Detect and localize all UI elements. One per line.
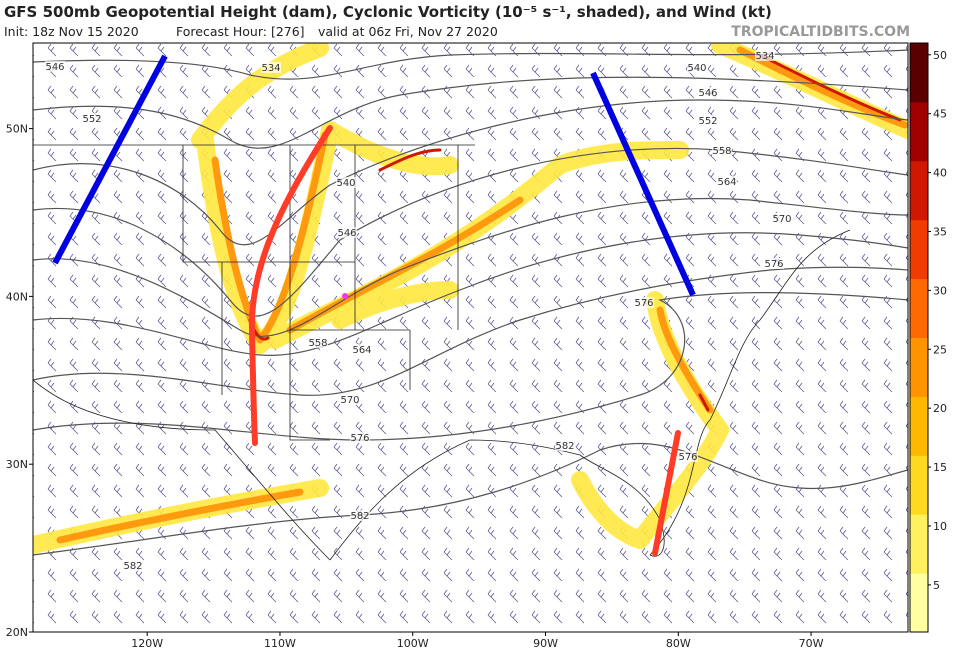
colorbar-label: 45: [933, 108, 947, 121]
contour-label-bg: [634, 297, 654, 308]
contour-label-bg: [308, 337, 328, 348]
colorbar-segment: [910, 43, 928, 103]
contour-label: 576: [634, 298, 653, 309]
title: GFS 500mb Geopotential Height (dam), Cyc…: [4, 3, 772, 21]
contour-label: 558: [308, 338, 327, 349]
lat-label: 40N: [6, 290, 28, 303]
contour-label: 540: [336, 178, 355, 189]
contour-label-bg: [555, 440, 575, 451]
lon-label: 110W: [264, 637, 296, 650]
colorbar-segment: [910, 337, 928, 397]
contour-label-bg: [337, 227, 357, 238]
contour-label-bg: [336, 177, 356, 188]
trough-axis: [52, 54, 168, 265]
contour-label: 582: [555, 441, 574, 452]
contour-label-bg: [755, 50, 775, 61]
contour-labels: 546 552 534 540 546 558 564 570 576 582 576 582 582 5…: [45, 50, 792, 572]
contour-label: 552: [698, 116, 717, 127]
contour-label-bg: [340, 394, 360, 405]
colorbar-segment: [910, 455, 928, 515]
colorbar-segment: [910, 514, 928, 574]
contour-label: 570: [340, 395, 359, 406]
contour-label-bg: [772, 213, 792, 224]
contour-label: 546: [45, 62, 64, 73]
map: 546 552 534 540 546 558 564 570 576 582 576 582 582 5…: [33, 43, 908, 632]
axes: 120W 110W 100W 90W 80W 70W 20N 30N 40N 50N: [6, 123, 824, 650]
colorbar-segment: [910, 573, 928, 633]
contour-label-bg: [350, 432, 370, 443]
trough-axis: [590, 71, 696, 297]
valid-time: valid at 06z Fri, Nov 27 2020: [318, 24, 498, 39]
contour-label-bg: [261, 62, 281, 73]
colorbar-label: 40: [933, 167, 947, 180]
contour-label-bg: [678, 451, 698, 462]
colorbar-segment: [910, 101, 928, 162]
contour-label: 582: [123, 561, 142, 572]
contour-label: 564: [717, 177, 736, 188]
trough-axis: [652, 430, 681, 556]
contour-label: 576: [678, 452, 697, 463]
contour-label: 534: [755, 51, 774, 62]
contour-label-bg: [687, 62, 707, 73]
colorbar-frame: [909, 42, 929, 633]
contour-label-bg: [350, 510, 370, 521]
lon-label: 120W: [131, 637, 163, 650]
contour-label: 540: [687, 63, 706, 74]
height-contours: [33, 49, 908, 556]
colorbar-label: 15: [933, 461, 947, 474]
contour-label-bg: [764, 258, 784, 269]
colorbar-label: 5: [933, 579, 940, 592]
lat-label: 30N: [6, 458, 28, 471]
contour-label: 552: [82, 114, 101, 125]
colorbar-segment: [910, 160, 928, 221]
contour-label: 546: [337, 228, 356, 239]
colorbar-segment: [910, 278, 928, 338]
contour-label-bg: [82, 113, 102, 124]
contour-label: 534: [261, 63, 280, 74]
colorbar-segment: [910, 219, 928, 280]
colorbar-label: 35: [933, 225, 947, 238]
lon-label: 90W: [533, 637, 558, 650]
colorbar-label: 20: [933, 402, 947, 415]
colorbar-segment: [910, 396, 928, 456]
borders: [33, 144, 851, 561]
contour-label: 564: [352, 345, 371, 356]
forecast-hour: Forecast Hour: [276]: [176, 24, 305, 39]
colorbar-label: 50: [933, 49, 947, 62]
contour-label-bg: [698, 87, 718, 98]
contour-label: 546: [698, 88, 717, 99]
trough-axis: [248, 125, 333, 446]
init: Init: 18z Nov 15 2020: [4, 24, 139, 39]
map-frame: [32, 42, 909, 633]
contour-label: 576: [350, 433, 369, 444]
contour-label: 576: [764, 259, 783, 270]
wind-barbs: [33, 43, 908, 632]
lon-label: 100W: [397, 637, 429, 650]
contour-label: 558: [712, 146, 731, 157]
source: TROPICALTIDBITS.COM: [731, 24, 910, 40]
colorbar: 5 10 15 20 25 30 35 40 45 50: [909, 42, 947, 633]
contour-label-bg: [45, 61, 65, 72]
colorbar-label: 10: [933, 520, 947, 533]
lat-label: 20N: [6, 626, 28, 639]
contour-label-bg: [123, 560, 143, 571]
contour-label-bg: [352, 344, 372, 355]
colorbar-label: 30: [933, 284, 947, 297]
lat-label: 50N: [6, 123, 28, 136]
contour-label-bg: [698, 115, 718, 126]
contour-label-bg: [712, 145, 732, 156]
marker: [342, 293, 348, 299]
lon-label: 80W: [666, 637, 691, 650]
contour-label-bg: [717, 176, 737, 187]
colorbar-label: 25: [933, 343, 947, 356]
contour-label: 570: [772, 214, 791, 225]
contour-label: 582: [350, 511, 369, 522]
lon-label: 70W: [799, 637, 824, 650]
